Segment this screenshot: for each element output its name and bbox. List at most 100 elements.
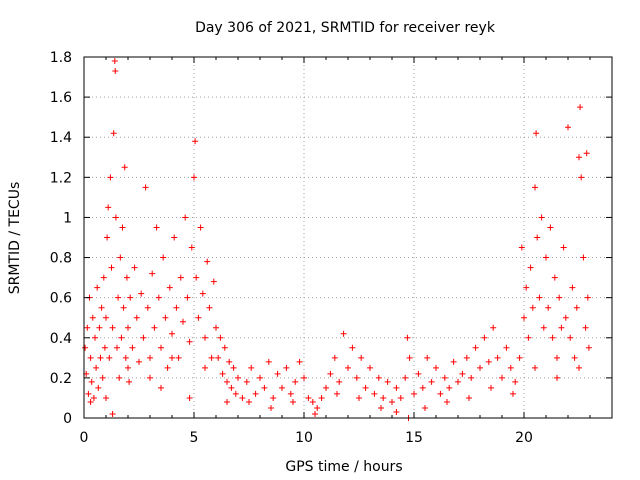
data-point <box>356 394 362 401</box>
data-point <box>188 244 195 251</box>
data-point <box>477 364 483 371</box>
data-point <box>573 304 580 311</box>
data-point <box>177 274 184 281</box>
data-point <box>101 344 108 351</box>
data-point <box>97 354 104 361</box>
data-point <box>569 284 576 291</box>
data-point <box>164 364 171 371</box>
data-point <box>411 390 417 397</box>
data-point <box>199 290 206 297</box>
data-point <box>583 150 590 157</box>
data-point <box>562 314 569 321</box>
data-point <box>290 398 296 405</box>
data-point <box>510 390 516 397</box>
data-point <box>224 398 230 405</box>
data-point <box>109 324 116 331</box>
data-point <box>327 370 334 377</box>
data-point <box>239 394 246 401</box>
tick-labels: 0 5 10 15 20 0 0.2 0.4 0.6 0.8 1 1.2 1.4 1.6 1.8 <box>50 50 533 446</box>
y-tick-label: 1.6 <box>50 90 72 106</box>
data-point <box>393 384 400 391</box>
data-point <box>358 354 365 361</box>
data-point <box>340 330 347 337</box>
y-tick-label: 0 <box>63 411 72 427</box>
data-point <box>206 304 213 311</box>
data-point <box>532 184 538 191</box>
data-point <box>543 254 549 261</box>
data-point <box>503 344 510 351</box>
data-point <box>151 324 158 331</box>
data-point <box>117 254 124 261</box>
data-point <box>367 364 373 371</box>
data-point <box>554 374 560 381</box>
data-point <box>472 344 479 351</box>
data-point <box>138 290 145 297</box>
data-point <box>274 370 281 377</box>
y-tick-label: 0.6 <box>50 291 72 307</box>
data-point <box>153 224 160 231</box>
data-point <box>433 364 439 371</box>
data-point <box>110 130 117 137</box>
data-point <box>115 294 122 301</box>
data-point <box>558 324 565 331</box>
data-point <box>129 344 136 351</box>
data-point <box>166 284 173 291</box>
data-point <box>109 410 116 417</box>
data-point <box>518 244 525 251</box>
data-point <box>547 224 554 231</box>
data-point <box>186 338 193 345</box>
data-point <box>532 364 538 371</box>
data-point <box>268 404 274 411</box>
data-point <box>463 354 470 361</box>
data-point <box>230 364 237 371</box>
data-point <box>84 324 91 331</box>
data-point <box>149 270 156 277</box>
data-point <box>169 354 175 361</box>
data-point <box>87 398 94 405</box>
data-point <box>93 364 100 371</box>
data-point <box>265 358 272 365</box>
data-point <box>171 234 178 241</box>
data-point <box>125 324 131 331</box>
data-point <box>406 354 413 361</box>
y-tick-label: 1.2 <box>50 170 72 186</box>
y-tick-label: 0.2 <box>50 371 72 387</box>
data-point <box>345 364 351 371</box>
grid <box>84 57 612 418</box>
data-point <box>441 374 448 381</box>
data-point <box>323 384 329 391</box>
data-point <box>279 384 285 391</box>
data-point <box>98 304 105 311</box>
data-point <box>353 374 360 381</box>
data-point <box>131 264 138 271</box>
data-point <box>305 394 312 401</box>
data-point <box>507 364 514 371</box>
data-point <box>576 154 582 161</box>
x-tick-label: 0 <box>80 430 89 446</box>
data-point <box>261 384 268 391</box>
data-point <box>314 404 321 411</box>
data-point <box>296 358 303 365</box>
data-point <box>371 390 378 397</box>
x-tick-label: 20 <box>515 430 533 446</box>
data-point <box>444 398 450 405</box>
data-point <box>571 354 578 361</box>
data-point <box>120 304 127 311</box>
data-point <box>248 364 255 371</box>
data-point <box>87 354 94 361</box>
data-point <box>103 394 109 401</box>
data-point <box>99 374 106 381</box>
data-point <box>529 304 536 311</box>
x-tick-label: 10 <box>295 430 313 446</box>
x-tick-label: 5 <box>190 430 199 446</box>
data-point <box>527 264 534 271</box>
data-point <box>389 398 395 405</box>
data-point <box>108 264 115 271</box>
data-point <box>142 184 149 191</box>
data-point <box>111 58 118 65</box>
data-point <box>545 304 552 311</box>
data-point <box>243 378 250 385</box>
data-point <box>89 314 96 321</box>
data-point <box>94 284 101 291</box>
data-point <box>516 354 523 361</box>
